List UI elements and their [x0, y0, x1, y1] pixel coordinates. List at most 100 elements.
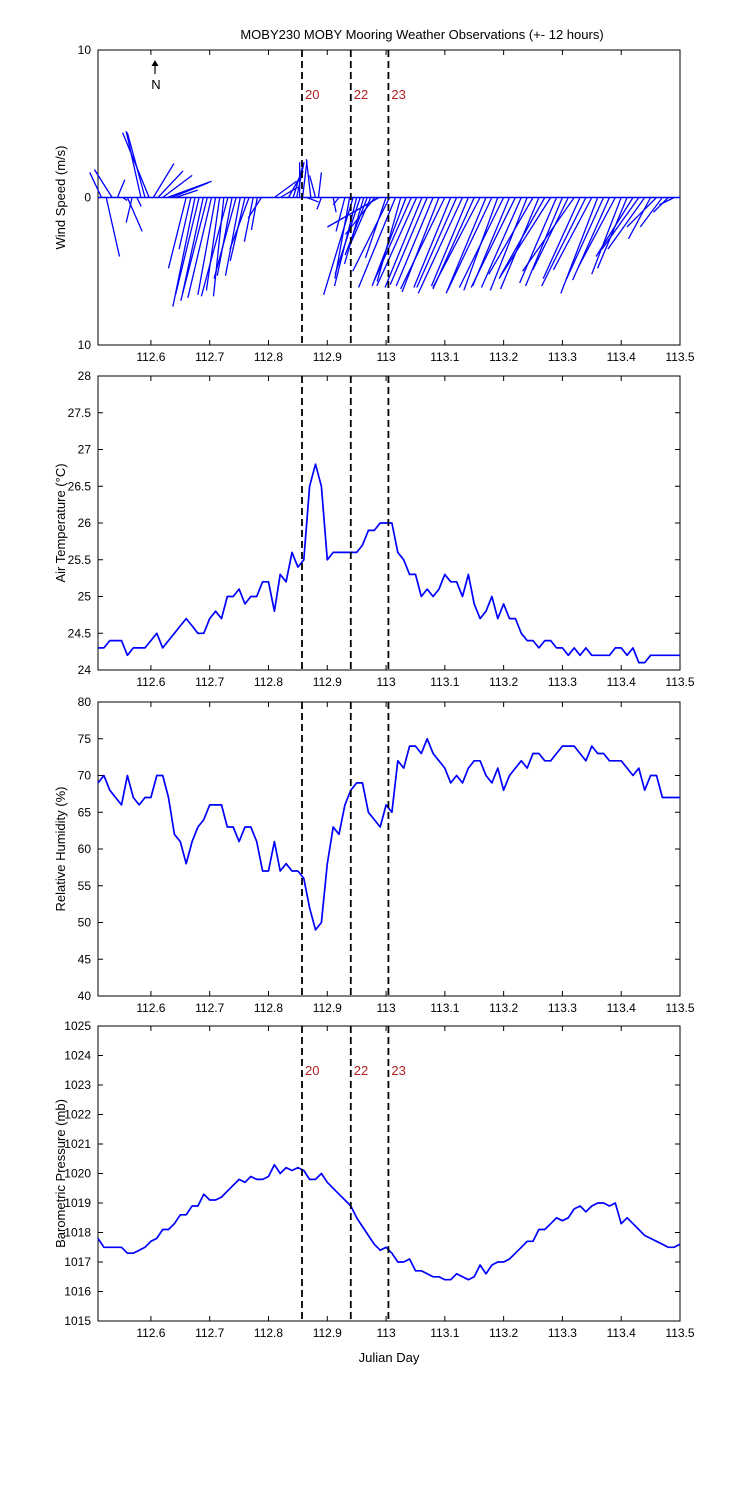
- data-line: [97, 737, 680, 931]
- y-tick-label: 40: [78, 989, 92, 1003]
- x-tick-label: 113.3: [548, 350, 577, 364]
- wind-stick: [384, 197, 423, 288]
- wind-stick: [532, 197, 569, 271]
- wind-stick: [174, 197, 200, 296]
- wind-stick: [332, 197, 337, 213]
- wind-stick: [317, 172, 323, 198]
- wind-stick: [470, 197, 516, 288]
- wind-stick: [247, 197, 262, 219]
- y-tick-label: 0: [84, 191, 91, 205]
- wind-stick: [213, 197, 237, 279]
- wind-stick: [430, 197, 469, 287]
- y-tick-label: 50: [78, 916, 92, 930]
- x-tick-label: 113.4: [607, 675, 636, 689]
- y-tick-label: 1025: [64, 1019, 91, 1033]
- event-marker-label: 20: [305, 1063, 319, 1078]
- wind-stick: [327, 196, 380, 228]
- wind-stick: [125, 130, 142, 198]
- wind-stick: [488, 197, 534, 275]
- y-axis-label: Air Temperature (°C): [53, 463, 68, 582]
- y-tick-label: 1021: [64, 1137, 91, 1151]
- x-tick-label: 112.8: [254, 1001, 283, 1015]
- x-tick-label: 113.4: [607, 350, 636, 364]
- x-tick-label: 112.6: [136, 1001, 165, 1015]
- wind-stick: [157, 170, 184, 198]
- x-tick-label: 113.4: [607, 1326, 636, 1340]
- x-tick-label: 112.6: [136, 1326, 165, 1340]
- x-tick-label: 113.3: [548, 1001, 577, 1015]
- wind-stick: [335, 197, 346, 232]
- y-tick-label: 45: [78, 952, 92, 966]
- wind-stick: [577, 197, 616, 268]
- wind-stick: [308, 175, 317, 198]
- wind-stick: [273, 180, 297, 199]
- wind-stick: [121, 132, 150, 198]
- wind-stick: [653, 197, 669, 213]
- x-tick-label: 112.7: [195, 1001, 224, 1015]
- wind-sticks: [89, 130, 675, 307]
- y-tick-label: 70: [78, 769, 92, 783]
- wind-stick: [305, 159, 312, 198]
- x-tick-label: 113.3: [548, 675, 577, 689]
- wind-stick: [323, 197, 354, 296]
- x-axis-label: Julian Day: [359, 1350, 420, 1365]
- wind-stick: [316, 197, 323, 210]
- wind-stick: [152, 163, 175, 198]
- x-tick-label: 113.3: [548, 1326, 577, 1340]
- y-tick-label: 1022: [64, 1108, 91, 1122]
- wind-stick: [417, 197, 464, 294]
- x-tick-label: 112.9: [313, 1001, 342, 1015]
- wind-stick: [296, 161, 305, 198]
- y-tick-label: 1020: [64, 1167, 91, 1181]
- wind-stick: [571, 197, 611, 281]
- wind-stick: [171, 182, 209, 199]
- wind-stick: [447, 197, 493, 291]
- wind-stick: [352, 197, 391, 272]
- event-marker-label: 23: [391, 87, 405, 102]
- wind-stick: [136, 197, 142, 207]
- x-tick-label: 112.9: [313, 675, 342, 689]
- wind-stick: [601, 197, 640, 250]
- x-tick-label: 113.5: [665, 350, 694, 364]
- x-tick-label: 113: [376, 1001, 395, 1015]
- wind-stick: [596, 197, 628, 269]
- y-axis-label: Relative Humidity (%): [53, 787, 68, 912]
- wind-stick: [627, 197, 652, 240]
- wind-stick: [332, 197, 340, 206]
- y-tick-label: 75: [78, 732, 92, 746]
- panel-2: 112.6 112.7 112.8 112.9 113 113.1 113.2 113.3 11…: [53, 369, 695, 689]
- x-tick-label: 112.8: [254, 675, 283, 689]
- wind-stick: [93, 169, 113, 198]
- wind-stick: [373, 197, 412, 281]
- wind-stick: [125, 197, 133, 223]
- wind-stick: [175, 189, 198, 199]
- wind-stick: [595, 197, 634, 257]
- wind-stick: [334, 197, 351, 279]
- wind-stick: [626, 197, 657, 228]
- wind-stick: [591, 197, 622, 275]
- wind-stick: [216, 197, 233, 276]
- wind-stick: [432, 197, 481, 288]
- y-tick-label: 28: [78, 369, 92, 383]
- wind-stick: [416, 197, 458, 288]
- wind-stick: [197, 197, 217, 295]
- y-tick-label: 1015: [64, 1314, 91, 1328]
- figure-title: MOBY230 MOBY Mooring Weather Observation…: [240, 27, 603, 42]
- wind-stick: [458, 197, 505, 288]
- y-tick-label: 25.5: [68, 553, 92, 567]
- x-tick-label: 112.8: [254, 1326, 283, 1340]
- x-tick-label: 113.1: [430, 1326, 459, 1340]
- x-tick-label: 113.1: [430, 675, 459, 689]
- wind-stick: [413, 197, 452, 288]
- x-tick-label: 113.5: [665, 1326, 694, 1340]
- wind-stick: [522, 197, 575, 272]
- y-tick-label: 10: [78, 338, 92, 352]
- x-tick-label: 113.5: [665, 1001, 694, 1015]
- wind-stick: [607, 197, 646, 250]
- y-tick-label: 25: [78, 590, 92, 604]
- x-tick-label: 113.1: [430, 1001, 459, 1015]
- wind-stick: [89, 172, 103, 198]
- wind-stick: [357, 197, 397, 288]
- wind-stick: [243, 197, 254, 242]
- x-tick-label: 113.1: [430, 350, 459, 364]
